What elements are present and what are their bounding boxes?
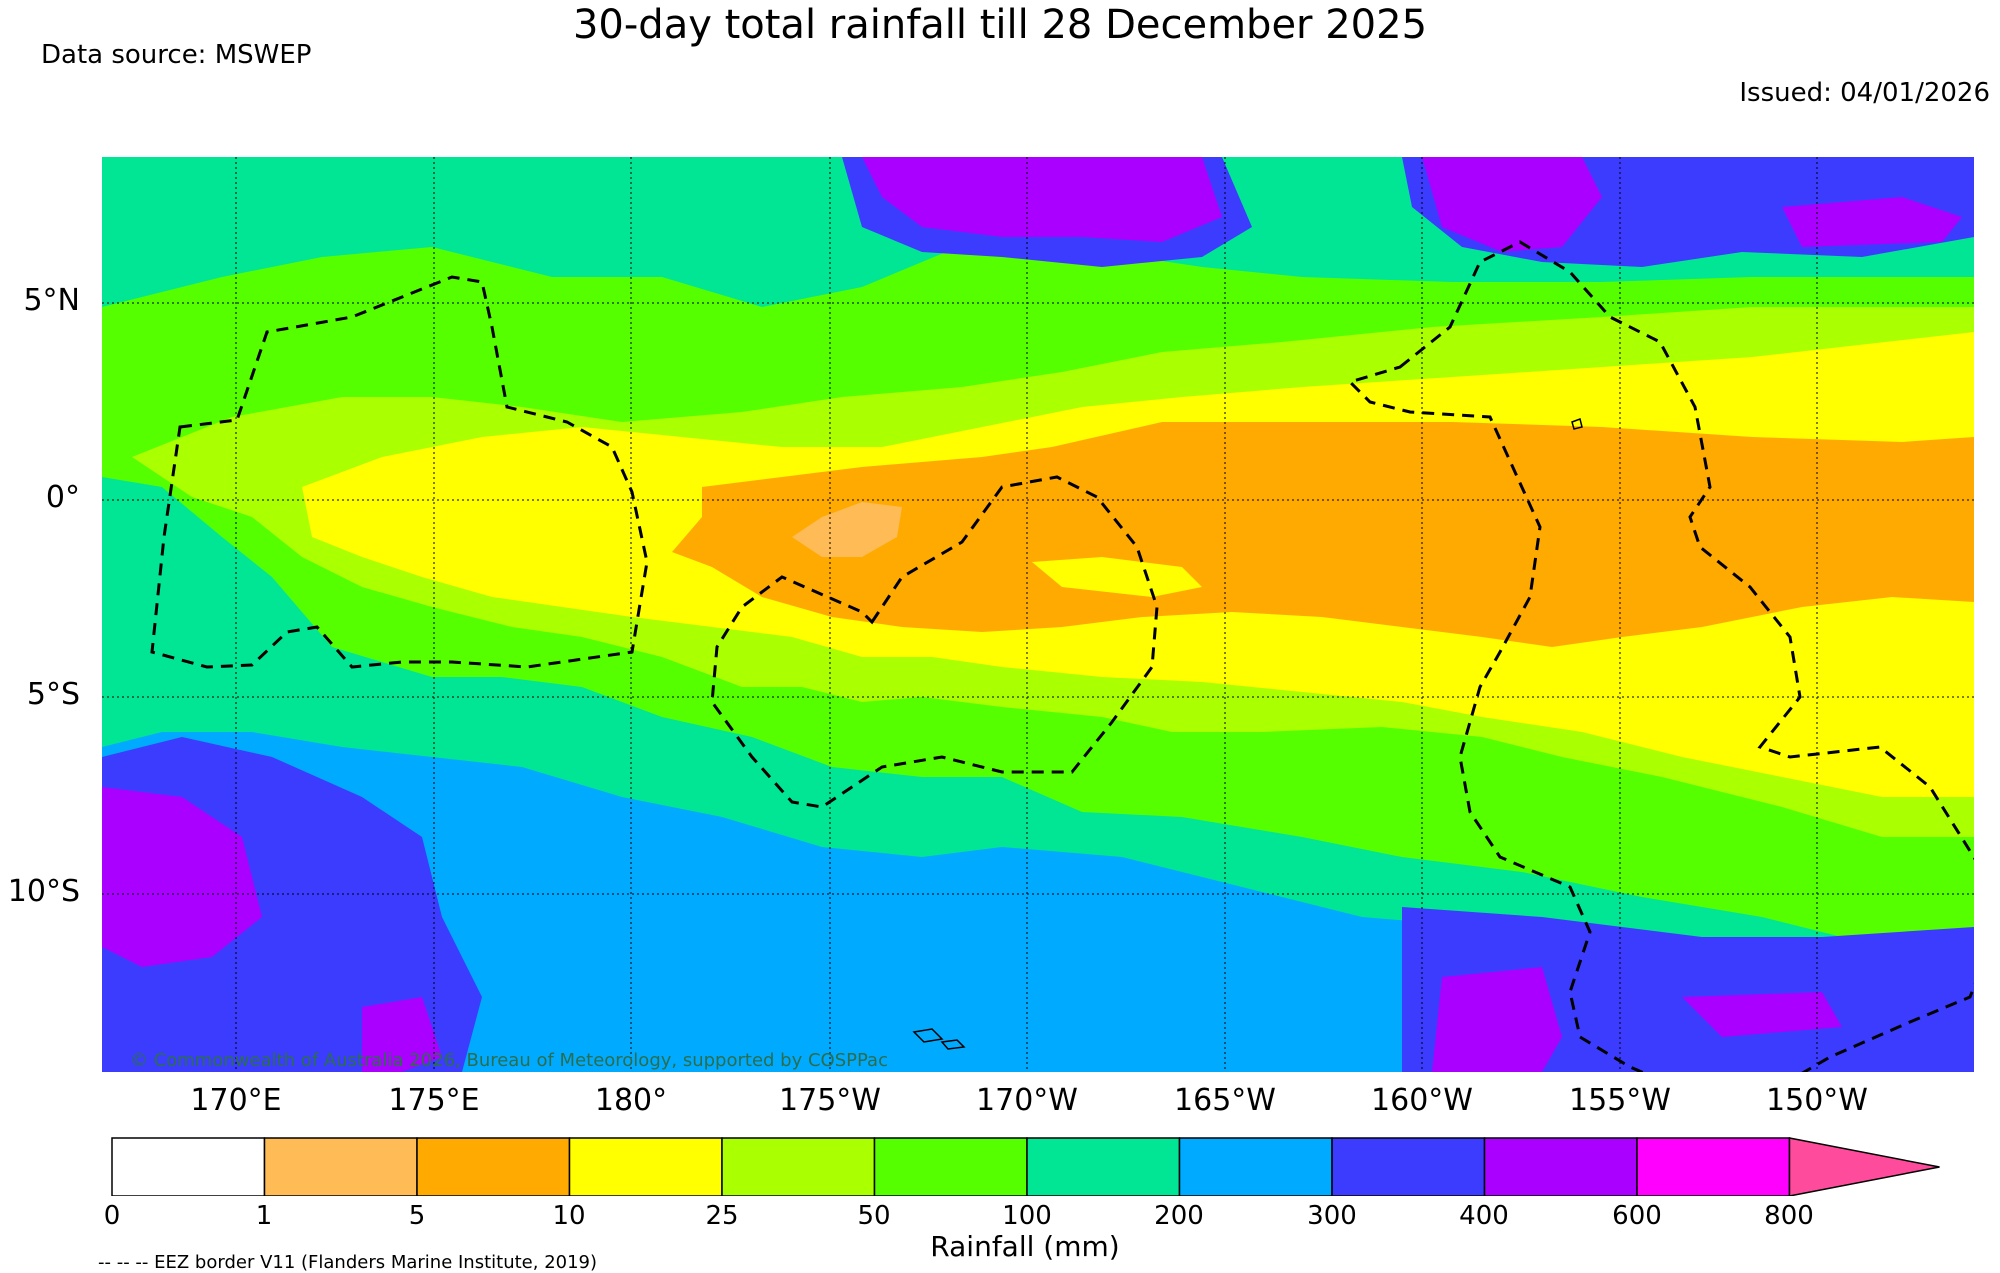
colorbar-tick: 600 bbox=[1612, 1201, 1662, 1231]
colorbar-tick: 10 bbox=[552, 1201, 586, 1231]
data-source: Data source: MSWEP bbox=[41, 40, 312, 70]
colorbar-tick: 400 bbox=[1459, 1201, 1509, 1231]
field-lightorange bbox=[792, 502, 902, 557]
colorbar-tick: 800 bbox=[1764, 1201, 1814, 1231]
field-purple-south bbox=[102, 787, 262, 967]
field-purple-south3 bbox=[1432, 967, 1562, 1072]
field-purple-south2 bbox=[362, 997, 442, 1072]
eez-note: -- -- -- EEZ border V11 (Flanders Marine… bbox=[98, 1252, 598, 1273]
colorbar-cell bbox=[1178, 1137, 1333, 1196]
lon-label-180: 180° bbox=[594, 1083, 668, 1118]
colorbar-tick: 300 bbox=[1307, 1201, 1357, 1231]
colorbar-tick: 5 bbox=[408, 1201, 426, 1231]
colorbar-tick: 200 bbox=[1154, 1201, 1204, 1231]
colorbar-extend-arrow bbox=[1788, 1137, 1940, 1196]
field-purple-north2 bbox=[1422, 157, 1602, 252]
colorbar-cell bbox=[1483, 1137, 1638, 1196]
lat-label-10s: 10°S bbox=[7, 874, 80, 909]
gridlines bbox=[102, 157, 1974, 1072]
colorbar-cell bbox=[263, 1137, 418, 1196]
lon-label-150w: 150°W bbox=[1766, 1083, 1868, 1118]
eez-tuvalu-gilbert bbox=[150, 275, 649, 669]
lon-label-175w: 175°W bbox=[779, 1083, 881, 1118]
eez-tokelau bbox=[710, 475, 1159, 809]
lon-label-155w: 155°W bbox=[1569, 1083, 1671, 1118]
colorbar-cell bbox=[111, 1137, 266, 1196]
colorbar-tick: 25 bbox=[705, 1201, 739, 1231]
colorbar-cell bbox=[1331, 1137, 1486, 1196]
lat-label-0: 0° bbox=[45, 480, 80, 515]
colorbar-tick: 100 bbox=[1002, 1201, 1052, 1231]
lat-label-5s: 5°S bbox=[26, 677, 80, 712]
colorbar-label: Rainfall (mm) bbox=[930, 1230, 1120, 1263]
field-yellow-gap bbox=[1032, 557, 1202, 597]
lat-label-5n: 5°N bbox=[23, 283, 80, 318]
colorbar-tick: 1 bbox=[255, 1201, 273, 1231]
lon-label-165w: 165°W bbox=[1174, 1083, 1276, 1118]
colorbar-cell bbox=[721, 1137, 876, 1196]
field-purple-south4 bbox=[1682, 992, 1842, 1037]
copyright-notice: © Commonwealth of Australia 2026, Bureau… bbox=[130, 1050, 888, 1071]
issued-date: Issued: 04/01/2026 bbox=[1739, 78, 1990, 108]
field-orange bbox=[672, 422, 1974, 647]
colorbar bbox=[111, 1137, 1940, 1196]
colorbar-tick: 50 bbox=[857, 1201, 891, 1231]
field-purple-north3 bbox=[1782, 197, 1962, 247]
colorbar-cell bbox=[416, 1137, 571, 1196]
rainfall-map bbox=[102, 157, 1974, 1072]
lon-label-170w: 170°W bbox=[976, 1083, 1078, 1118]
colorbar-tick: 0 bbox=[103, 1201, 121, 1231]
colorbar-cell bbox=[1026, 1137, 1181, 1196]
colorbar-cell bbox=[873, 1137, 1028, 1196]
colorbar-cell bbox=[1636, 1137, 1791, 1196]
field-purple-north bbox=[862, 157, 1222, 242]
eez-borders bbox=[150, 240, 1974, 1072]
lon-label-160w: 160°W bbox=[1371, 1083, 1473, 1118]
islands bbox=[912, 418, 1583, 1050]
island-shape-1 bbox=[912, 1028, 944, 1043]
lon-label-175e: 175°E bbox=[388, 1083, 480, 1118]
lon-label-170e: 170°E bbox=[190, 1083, 282, 1118]
island-shape-3 bbox=[1571, 418, 1583, 430]
eez-line-islands bbox=[1347, 240, 1974, 1072]
island-shape-2 bbox=[940, 1039, 966, 1050]
map-title: 30-day total rainfall till 28 December 2… bbox=[572, 2, 1428, 48]
colorbar-cell bbox=[568, 1137, 723, 1196]
